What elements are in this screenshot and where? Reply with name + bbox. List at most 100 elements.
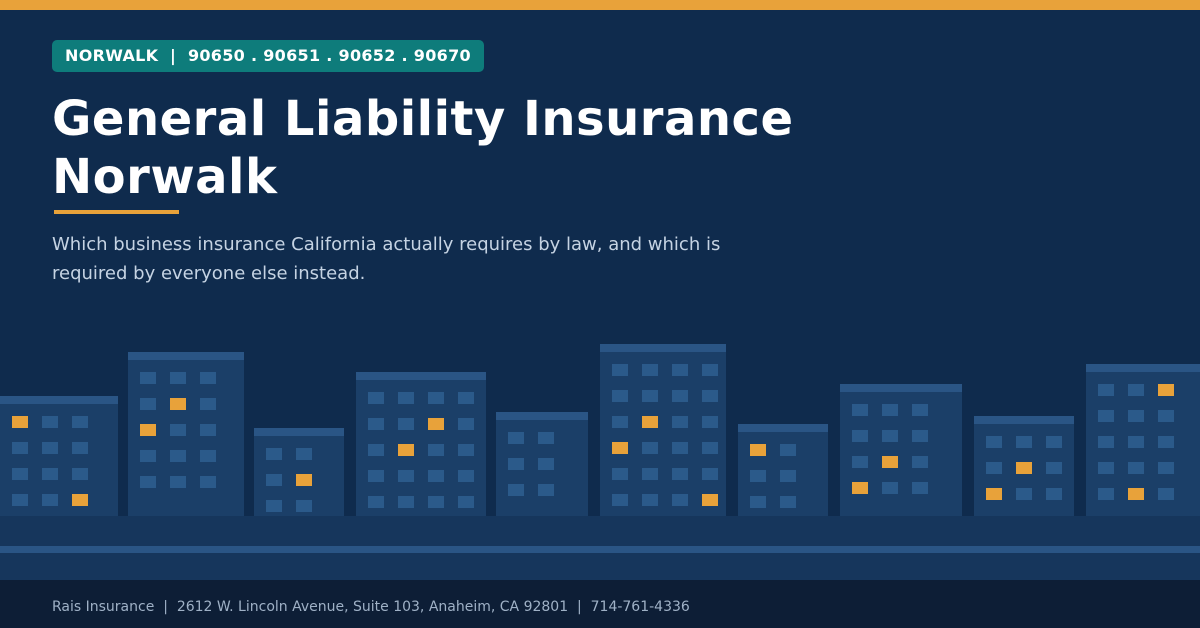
window bbox=[1098, 384, 1114, 396]
window bbox=[140, 476, 156, 488]
window bbox=[170, 372, 186, 384]
window bbox=[702, 416, 718, 428]
window bbox=[1098, 410, 1114, 422]
window bbox=[1128, 384, 1144, 396]
window bbox=[612, 442, 628, 454]
title-line: Norwalk bbox=[52, 149, 278, 205]
window bbox=[296, 474, 312, 486]
window bbox=[428, 418, 444, 430]
window bbox=[672, 416, 688, 428]
window bbox=[140, 372, 156, 384]
window bbox=[672, 468, 688, 480]
window bbox=[170, 398, 186, 410]
window bbox=[882, 430, 898, 442]
window bbox=[986, 462, 1002, 474]
window bbox=[266, 474, 282, 486]
window bbox=[458, 444, 474, 456]
window bbox=[538, 484, 554, 496]
window bbox=[398, 392, 414, 404]
window bbox=[398, 496, 414, 508]
footer: Rais Insurance | 2612 W. Lincoln Avenue,… bbox=[0, 580, 1200, 628]
window bbox=[702, 494, 718, 506]
window bbox=[42, 442, 58, 454]
window bbox=[200, 476, 216, 488]
window bbox=[1158, 384, 1174, 396]
window bbox=[140, 450, 156, 462]
window bbox=[852, 456, 868, 468]
window bbox=[702, 364, 718, 376]
window bbox=[428, 470, 444, 482]
window bbox=[12, 442, 28, 454]
window bbox=[612, 416, 628, 428]
window bbox=[140, 424, 156, 436]
window bbox=[912, 430, 928, 442]
window bbox=[398, 470, 414, 482]
window bbox=[458, 392, 474, 404]
window bbox=[368, 392, 384, 404]
window bbox=[428, 444, 444, 456]
window bbox=[612, 364, 628, 376]
building-roof bbox=[840, 384, 962, 392]
window bbox=[266, 448, 282, 460]
window bbox=[986, 488, 1002, 500]
window bbox=[780, 444, 796, 456]
window bbox=[170, 424, 186, 436]
building-roof bbox=[356, 372, 486, 380]
window bbox=[12, 468, 28, 480]
title-line: General Liability Insurance bbox=[52, 91, 794, 147]
window bbox=[42, 494, 58, 506]
window bbox=[368, 418, 384, 430]
window bbox=[612, 390, 628, 402]
window bbox=[458, 418, 474, 430]
window bbox=[1016, 462, 1032, 474]
building-roof bbox=[0, 396, 118, 404]
window bbox=[672, 390, 688, 402]
window bbox=[458, 470, 474, 482]
title-underline bbox=[54, 210, 179, 214]
window bbox=[702, 390, 718, 402]
window bbox=[612, 468, 628, 480]
window bbox=[672, 442, 688, 454]
window bbox=[750, 496, 766, 508]
window bbox=[642, 364, 658, 376]
top-bar bbox=[0, 0, 1200, 10]
window bbox=[912, 482, 928, 494]
window bbox=[780, 470, 796, 482]
window bbox=[538, 432, 554, 444]
window bbox=[912, 404, 928, 416]
window bbox=[170, 450, 186, 462]
window bbox=[882, 404, 898, 416]
window bbox=[1046, 462, 1062, 474]
window bbox=[780, 496, 796, 508]
building-roof bbox=[600, 344, 726, 352]
window bbox=[1158, 488, 1174, 500]
window bbox=[508, 484, 524, 496]
window bbox=[1128, 462, 1144, 474]
window bbox=[368, 496, 384, 508]
window bbox=[672, 364, 688, 376]
window bbox=[42, 468, 58, 480]
building-roof bbox=[738, 424, 828, 432]
window bbox=[200, 450, 216, 462]
window bbox=[642, 442, 658, 454]
window bbox=[428, 392, 444, 404]
window bbox=[642, 494, 658, 506]
window bbox=[1158, 410, 1174, 422]
window bbox=[170, 476, 186, 488]
window bbox=[508, 458, 524, 470]
window bbox=[296, 448, 312, 460]
window bbox=[398, 418, 414, 430]
skyline bbox=[0, 344, 1200, 580]
window bbox=[1158, 436, 1174, 448]
building-roof bbox=[974, 416, 1074, 424]
ground-stripe bbox=[0, 546, 1200, 553]
window bbox=[200, 424, 216, 436]
window bbox=[1128, 410, 1144, 422]
window bbox=[702, 442, 718, 454]
building-roof bbox=[254, 428, 344, 436]
building bbox=[840, 384, 962, 516]
window bbox=[200, 372, 216, 384]
window bbox=[852, 404, 868, 416]
window bbox=[1098, 436, 1114, 448]
